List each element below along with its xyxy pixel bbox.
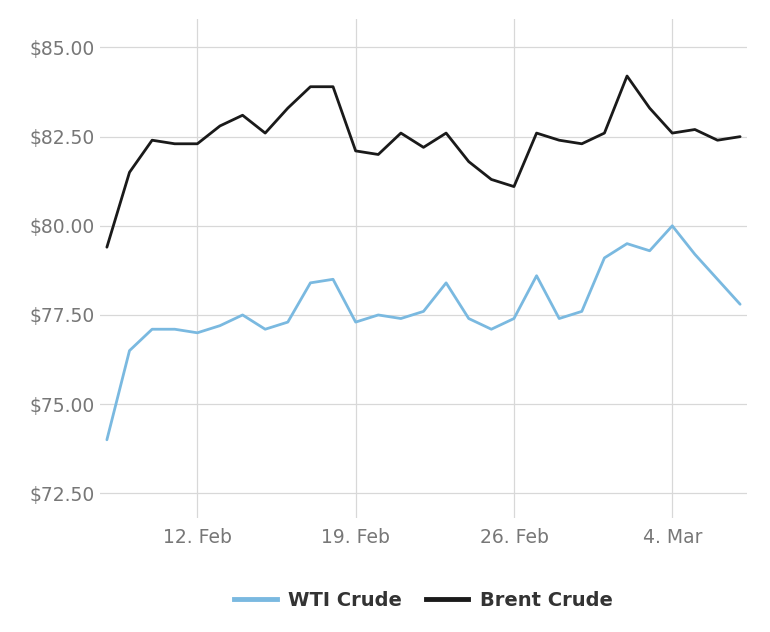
Legend: WTI Crude, Brent Crude: WTI Crude, Brent Crude [226, 583, 621, 617]
